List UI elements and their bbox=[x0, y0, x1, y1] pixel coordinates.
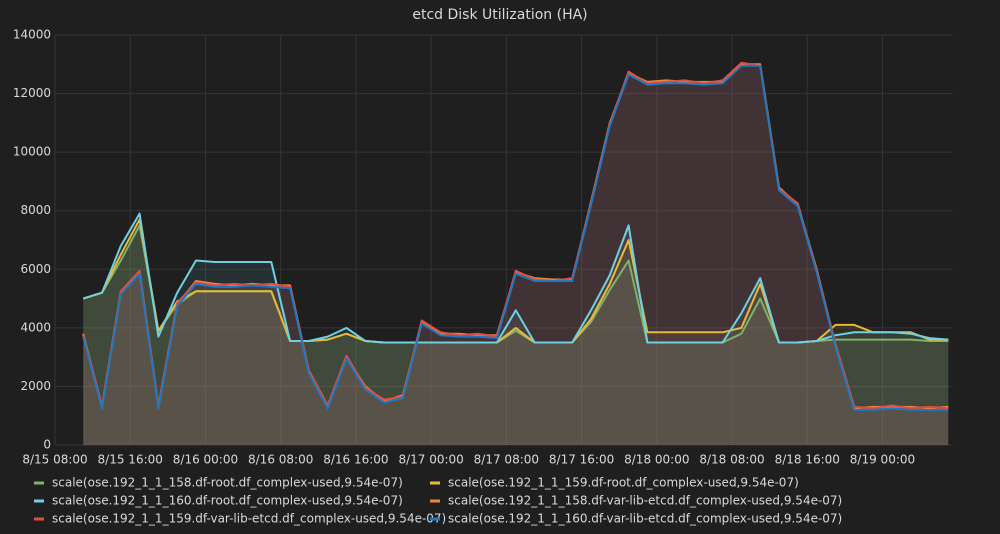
series-area bbox=[83, 213, 949, 445]
series-area bbox=[83, 62, 949, 446]
legend-label: scale(ose.192_1_1_160.df-var-lib-etcd.df… bbox=[448, 512, 842, 526]
chart-title: etcd Disk Utilization (HA) bbox=[412, 7, 587, 23]
legend-label: scale(ose.192_1_1_158.df-var-lib-etcd.df… bbox=[448, 494, 842, 508]
legend-label: scale(ose.192_1_1_158.df-root.df_complex… bbox=[52, 476, 403, 490]
y-tick-label: 10000 bbox=[13, 145, 51, 159]
y-tick-label: 6000 bbox=[20, 262, 51, 276]
legend-label: scale(ose.192_1_1_160.df-root.df_complex… bbox=[52, 494, 403, 508]
x-tick-label: 8/19 00:00 bbox=[850, 453, 915, 467]
series-line bbox=[82, 64, 949, 411]
x-tick-label: 8/18 08:00 bbox=[699, 453, 764, 467]
series-area bbox=[83, 65, 949, 446]
x-tick-label: 8/17 16:00 bbox=[549, 453, 614, 467]
series-area bbox=[83, 219, 949, 445]
legend-label: scale(ose.192_1_1_159.df-var-lib-etcd.df… bbox=[52, 512, 446, 526]
x-tick-label: 8/16 00:00 bbox=[173, 453, 238, 467]
y-tick-label: 2000 bbox=[20, 379, 51, 393]
y-tick-label: 4000 bbox=[20, 320, 51, 334]
x-tick-label: 8/18 16:00 bbox=[775, 453, 840, 467]
y-tick-label: 0 bbox=[43, 438, 51, 452]
x-tick-label: 8/18 00:00 bbox=[624, 453, 689, 467]
x-tick-label: 8/16 08:00 bbox=[248, 453, 313, 467]
x-tick-label: 8/15 08:00 bbox=[22, 453, 87, 467]
x-tick-label: 8/17 08:00 bbox=[474, 453, 539, 467]
series-area bbox=[83, 64, 949, 446]
x-tick-label: 8/17 00:00 bbox=[398, 453, 463, 467]
x-tick-label: 8/15 16:00 bbox=[98, 453, 163, 467]
y-tick-label: 8000 bbox=[20, 203, 51, 217]
series-line bbox=[82, 212, 949, 344]
x-tick-label: 8/16 16:00 bbox=[323, 453, 388, 467]
y-tick-label: 12000 bbox=[13, 86, 51, 100]
y-tick-label: 14000 bbox=[13, 28, 51, 42]
legend-label: scale(ose.192_1_1_159.df-root.df_complex… bbox=[448, 476, 799, 490]
series-area bbox=[83, 225, 949, 445]
